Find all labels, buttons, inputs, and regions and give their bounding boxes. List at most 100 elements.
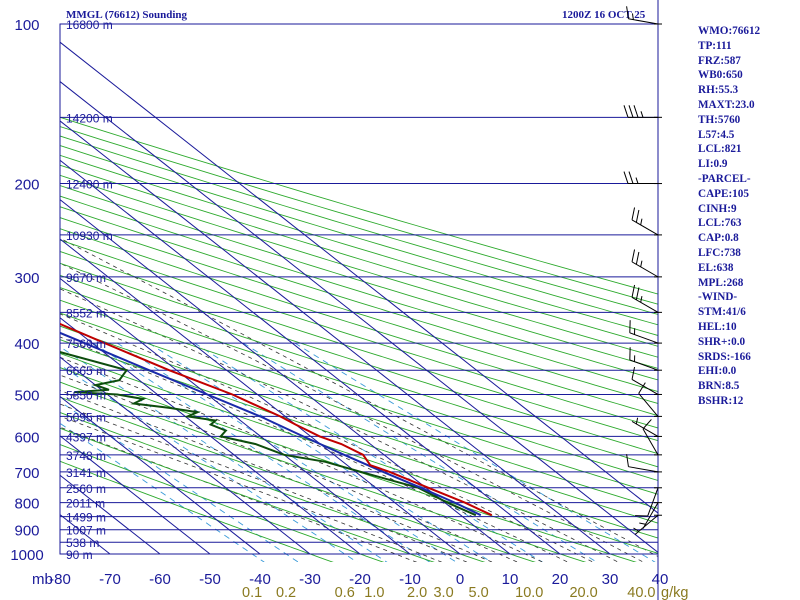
moist-adiabat bbox=[60, 336, 569, 562]
stat-item: LCL:763 bbox=[698, 217, 742, 230]
height-label: 538 m bbox=[66, 536, 99, 550]
wind-barb bbox=[631, 366, 662, 395]
wind-barb-feather bbox=[623, 171, 629, 184]
wind-barb-staff bbox=[628, 466, 659, 473]
dry-adiabat bbox=[60, 154, 658, 336]
dry-adiabat bbox=[60, 381, 587, 562]
wind-barb-half-feather bbox=[635, 417, 639, 425]
mixing-ratio-line bbox=[148, 342, 493, 562]
pressure-tick-label: 300 bbox=[14, 270, 39, 287]
mixing-ratio-label: 0.6 bbox=[335, 585, 355, 600]
height-label: 4397 m bbox=[66, 430, 106, 444]
temperature-tick-label: -60 bbox=[149, 571, 171, 588]
height-label: 2560 m bbox=[66, 482, 106, 496]
wind-barb-half-feather bbox=[640, 296, 643, 303]
height-label: 16800 m bbox=[66, 18, 113, 32]
moist-adiabat bbox=[60, 356, 544, 562]
pressure-tick-label: 700 bbox=[14, 465, 39, 482]
mixing-ratio-label: 2.0 bbox=[407, 585, 427, 600]
moist-adiabat bbox=[60, 288, 619, 562]
wind-barb bbox=[635, 487, 662, 517]
pressure-tick-label: 200 bbox=[14, 177, 39, 194]
wind-barb bbox=[629, 347, 662, 371]
dry-adiabat bbox=[60, 312, 658, 509]
mixing-ratio-line bbox=[60, 364, 358, 562]
mixing-ratio-unit: g/kg bbox=[661, 585, 688, 600]
stat-item: SHR+:0.0 bbox=[698, 335, 746, 348]
mixing-ratio-label: 0.2 bbox=[276, 585, 296, 600]
wind-barb bbox=[631, 207, 662, 236]
height-label: 7560 m bbox=[66, 337, 106, 351]
dry-adiabat bbox=[60, 228, 658, 417]
stat-item: WMO:76612 bbox=[698, 25, 761, 37]
temperature-tick-label: 0 bbox=[456, 571, 464, 588]
wind-barb bbox=[626, 6, 662, 25]
moist-adiabat bbox=[60, 262, 645, 562]
wind-barb-feather bbox=[628, 171, 634, 184]
stat-item: -WIND- bbox=[698, 291, 738, 304]
wind-barb-feather bbox=[631, 207, 636, 221]
isotherm bbox=[60, 435, 211, 555]
dry-adiabat bbox=[60, 427, 435, 562]
wind-barb-feather bbox=[638, 382, 646, 394]
isotherm bbox=[60, 277, 411, 555]
pressure-unit-label: mb bbox=[32, 571, 53, 588]
stat-item: LCL:821 bbox=[698, 143, 742, 156]
wind-barb-feather bbox=[642, 419, 652, 430]
temperature-line bbox=[60, 322, 493, 517]
pressure-tick-label: 800 bbox=[14, 496, 39, 513]
height-label: 14200 m bbox=[66, 111, 113, 125]
height-label: 6665 m bbox=[66, 364, 106, 378]
stat-item: LFC:738 bbox=[698, 246, 741, 259]
wind-barb bbox=[633, 514, 662, 535]
mixing-ratio-label: 0.1 bbox=[242, 585, 262, 600]
stats-panel: WMO:76612 TP:111 FRZ:587 WB0:650 RH:55.3 MAXT… bbox=[698, 24, 760, 409]
stat-item: LI:0.9 bbox=[698, 158, 728, 171]
temperature-tick-label: -50 bbox=[199, 571, 221, 588]
isotherm bbox=[60, 80, 658, 554]
height-label: 8552 m bbox=[66, 306, 106, 320]
mixing-ratio-line bbox=[60, 422, 265, 562]
dry-adiabat bbox=[60, 287, 658, 481]
isotherm bbox=[60, 41, 658, 514]
isotherm bbox=[60, 199, 511, 555]
height-label: 3748 m bbox=[66, 449, 106, 463]
height-label: 90 m bbox=[66, 548, 93, 562]
stat-item: CAP:0.8 bbox=[698, 232, 739, 245]
height-label: 5095 m bbox=[66, 410, 106, 424]
wind-barb-half-feather bbox=[640, 218, 643, 226]
height-label: 1007 m bbox=[66, 524, 106, 538]
mixing-ratio-label: 3.0 bbox=[433, 585, 453, 600]
wind-barb-half-feather bbox=[631, 13, 634, 20]
wind-barb-feather bbox=[631, 366, 636, 380]
moist-adiabat bbox=[60, 415, 443, 562]
wind-barb-feather bbox=[626, 6, 629, 19]
height-label: 3141 m bbox=[66, 466, 106, 480]
pressure-tick-label: 600 bbox=[14, 429, 39, 446]
dry-adiabat bbox=[60, 145, 658, 326]
mixing-ratio-line bbox=[194, 342, 544, 562]
wind-barb-feather bbox=[633, 105, 639, 118]
stat-item: FRZ:587 bbox=[698, 54, 741, 67]
temperature-tick-label: -30 bbox=[299, 571, 321, 588]
wind-barb-feather bbox=[635, 209, 640, 223]
wind-barb-half-feather bbox=[639, 522, 646, 525]
stat-item: SRDS:-166 bbox=[698, 350, 751, 363]
wind-barb-half-feather bbox=[640, 111, 644, 118]
stat-item: CINH:9 bbox=[698, 202, 737, 215]
dry-adiabat bbox=[60, 164, 658, 347]
wind-barb bbox=[642, 419, 662, 456]
dry-adiabat bbox=[60, 174, 658, 358]
chart-title: MMGL (76612) Sounding bbox=[66, 9, 188, 21]
dry-adiabat bbox=[60, 206, 658, 393]
temperature-tick-label: -20 bbox=[349, 571, 371, 588]
stat-item: L57:4.5 bbox=[698, 128, 735, 141]
wind-barb bbox=[639, 502, 662, 529]
wind-barb-feather bbox=[631, 249, 636, 262]
dry-adiabat bbox=[60, 126, 658, 305]
wind-barb-staff bbox=[638, 393, 659, 417]
height-label: 2011 m bbox=[66, 497, 105, 511]
temperature-tick-label: -80 bbox=[49, 571, 71, 588]
wind-barb bbox=[623, 105, 662, 118]
stat-item: CAPE:105 bbox=[698, 187, 749, 200]
